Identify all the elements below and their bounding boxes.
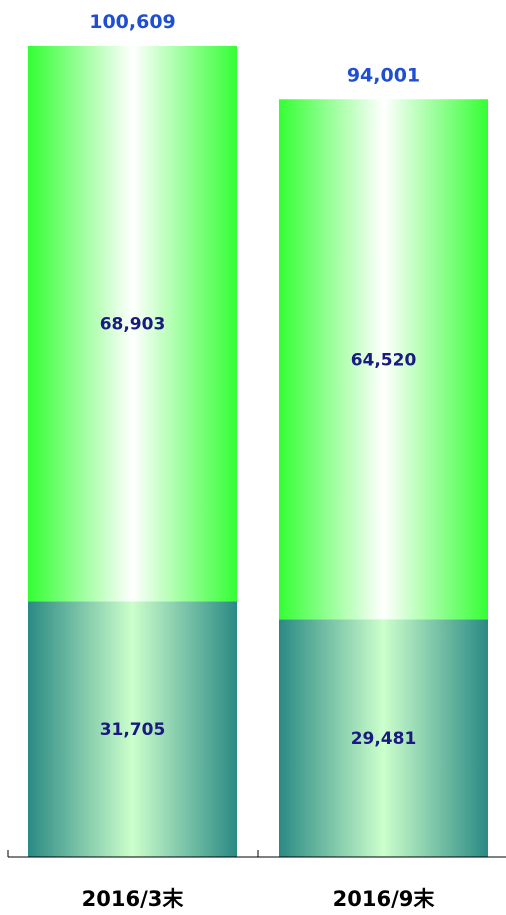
bar-segment bbox=[279, 619, 488, 857]
data-label: 68,903 bbox=[100, 315, 166, 335]
bar-segment bbox=[28, 601, 237, 857]
data-label: 29,481 bbox=[351, 729, 417, 749]
total-label: 94,001 bbox=[347, 64, 420, 86]
x-tick-label: 2016/3末 bbox=[82, 887, 185, 911]
data-label: 64,520 bbox=[351, 350, 417, 370]
bar-segment bbox=[28, 46, 237, 602]
x-tick-label: 2016/9末 bbox=[333, 887, 436, 911]
bar-segment bbox=[279, 99, 488, 620]
data-label: 31,705 bbox=[100, 720, 166, 740]
total-label: 100,609 bbox=[89, 11, 176, 33]
